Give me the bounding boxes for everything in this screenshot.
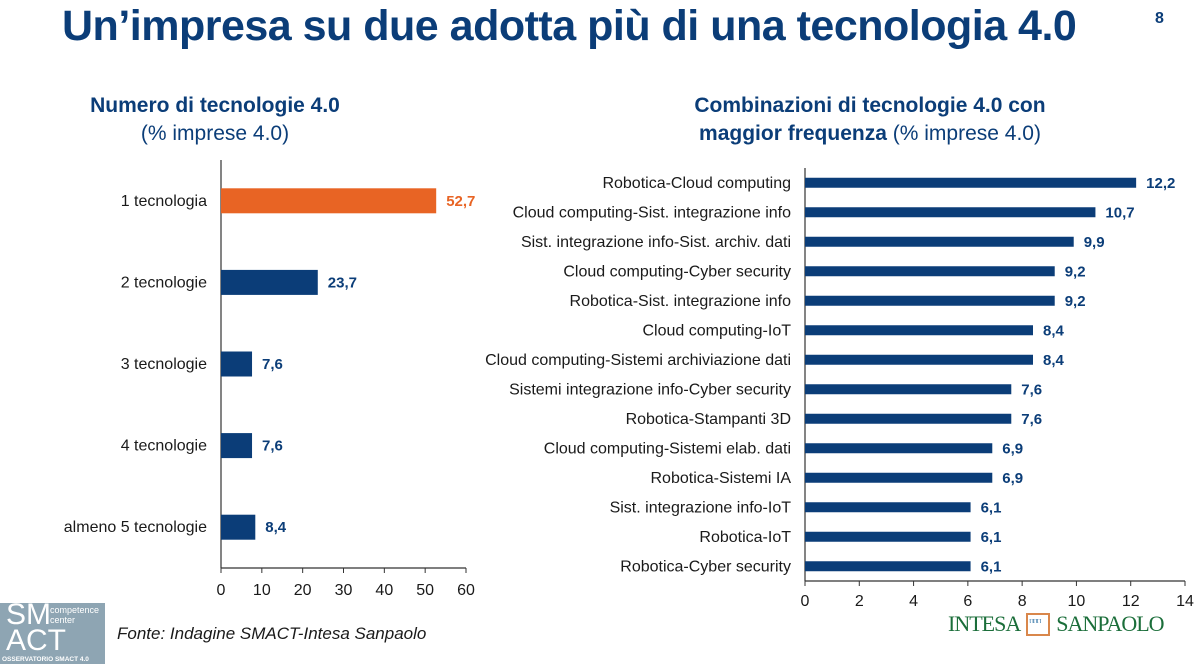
right-chart-title-bold-2: maggior frequenza (699, 122, 887, 145)
right-chart-title-unit: (% imprese 4.0) (892, 122, 1041, 145)
bar (805, 325, 1033, 336)
left-bar-chart: 0 10 20 30 40 50 60 1 tecnologia 52,7 2 tecnologi… (64, 160, 475, 599)
smact-tag-2: center (50, 615, 76, 625)
smact-tag-1: competence (50, 605, 100, 615)
x-tick-label: 14 (1176, 593, 1194, 610)
smact-logo-sm: SM (6, 598, 51, 631)
bar (221, 188, 437, 214)
bar (805, 413, 1012, 424)
bar (805, 502, 971, 513)
category-label: 2 tecnologie (121, 274, 207, 291)
x-tick-label: 0 (217, 582, 226, 599)
bar (805, 384, 1012, 395)
bar (805, 295, 1055, 306)
bar (805, 207, 1096, 218)
bar (805, 472, 993, 483)
data-label: 7,6 (262, 356, 283, 373)
intesa-sanpaolo-logo: INTESA SANPAOLO (948, 611, 1165, 637)
category-label: Cloud computing-Sistemi archiviazione da… (485, 352, 791, 369)
data-label: 6,1 (981, 499, 1002, 516)
data-label: 9,2 (1065, 293, 1086, 310)
x-tick-label: 60 (457, 582, 475, 599)
category-label: Sist. integrazione info-Sist. archiv. da… (521, 234, 791, 251)
x-tick-label: 0 (801, 593, 810, 610)
x-tick-label: 2 (855, 593, 864, 610)
x-tick-label: 40 (375, 582, 393, 599)
data-label: 7,6 (1021, 381, 1042, 398)
x-tick-label: 30 (335, 582, 353, 599)
data-label: 7,6 (1021, 411, 1042, 428)
x-tick-label: 10 (253, 582, 271, 599)
category-label: Robotica-Stampanti 3D (626, 411, 791, 428)
category-label: 1 tecnologia (121, 193, 207, 210)
bar (221, 351, 253, 377)
smact-logo-tagline: competence center (50, 605, 99, 625)
data-label: 6,1 (981, 529, 1002, 546)
category-label: Robotica-Cloud computing (602, 175, 791, 192)
data-label: 9,2 (1065, 263, 1086, 280)
category-label: almeno 5 tecnologie (64, 519, 207, 536)
right-chart-title: Combinazioni di tecnologie 4.0 con maggi… (600, 92, 1140, 148)
left-chart-title: Numero di tecnologie 4.0 (% imprese 4.0) (60, 92, 370, 148)
bar (805, 354, 1033, 365)
category-label: Robotica-IoT (699, 529, 791, 546)
data-label: 8,4 (1043, 322, 1065, 339)
page-number: 8 (1155, 10, 1164, 27)
category-label: Cloud computing-Sist. integrazione info (513, 204, 791, 221)
category-label: 4 tecnologie (121, 438, 207, 455)
data-label: 8,4 (1043, 352, 1065, 369)
left-chart-title-bold: Numero di tecnologie 4.0 (90, 94, 340, 117)
category-label: Cloud computing-Sistemi elab. dati (544, 440, 791, 457)
x-tick-label: 4 (909, 593, 918, 610)
category-label: Robotica-Sistemi IA (651, 470, 792, 487)
category-label: Sist. integrazione info-IoT (610, 499, 792, 516)
category-label: Robotica-Cyber security (620, 558, 791, 575)
data-label: 23,7 (328, 274, 357, 291)
data-label: 12,2 (1146, 175, 1175, 192)
smact-logo-caption: OSSERVATORIO SMACT 4.0 (2, 656, 89, 663)
category-label: Sistemi integrazione info-Cyber security (509, 381, 791, 398)
x-tick-label: 6 (963, 593, 972, 610)
bar (805, 236, 1074, 247)
smact-logo: SM ACT competence center OSSERVATORIO SM… (0, 598, 105, 664)
data-label: 7,6 (262, 438, 283, 455)
category-label: 3 tecnologie (121, 356, 207, 373)
bank-logo-mark-icon (1026, 612, 1051, 636)
bar (805, 561, 971, 572)
x-tick-label: 20 (294, 582, 312, 599)
smact-logo-act: ACT (6, 624, 66, 657)
bar (805, 443, 993, 454)
bar (805, 266, 1055, 277)
x-tick-label: 50 (416, 582, 434, 599)
bank-logo-left: INTESA (948, 611, 1021, 636)
right-bar-chart: 0 2 4 6 8 10 12 14 Robotica-Cloud computing 12,2 C… (485, 168, 1194, 610)
x-tick-label: 8 (1018, 593, 1027, 610)
right-chart-title-bold-1: Combinazioni di tecnologie 4.0 con (694, 94, 1046, 117)
data-label: 9,9 (1084, 234, 1105, 251)
data-label: 8,4 (265, 519, 287, 536)
source-note: Fonte: Indagine SMACT-Intesa Sanpaolo (117, 624, 427, 643)
bar (221, 433, 253, 459)
data-label: 6,9 (1002, 470, 1023, 487)
category-label: Cloud computing-IoT (642, 322, 791, 339)
slide-title: Un’impresa su due adotta più di una tecn… (62, 2, 1077, 50)
x-tick-label: 12 (1122, 593, 1140, 610)
category-label: Cloud computing-Cyber security (563, 263, 791, 280)
data-label: 6,9 (1002, 440, 1023, 457)
bar (805, 531, 971, 542)
bar (221, 514, 256, 540)
data-label: 10,7 (1105, 204, 1134, 221)
data-label: 52,7 (446, 193, 475, 210)
data-label: 6,1 (981, 558, 1002, 575)
bar (221, 269, 318, 295)
x-tick-label: 10 (1068, 593, 1086, 610)
category-label: Robotica-Sist. integrazione info (570, 293, 792, 310)
bank-logo-right: SANPAOLO (1056, 611, 1164, 636)
bar (805, 177, 1137, 188)
left-chart-title-unit: (% imprese 4.0) (140, 122, 290, 145)
